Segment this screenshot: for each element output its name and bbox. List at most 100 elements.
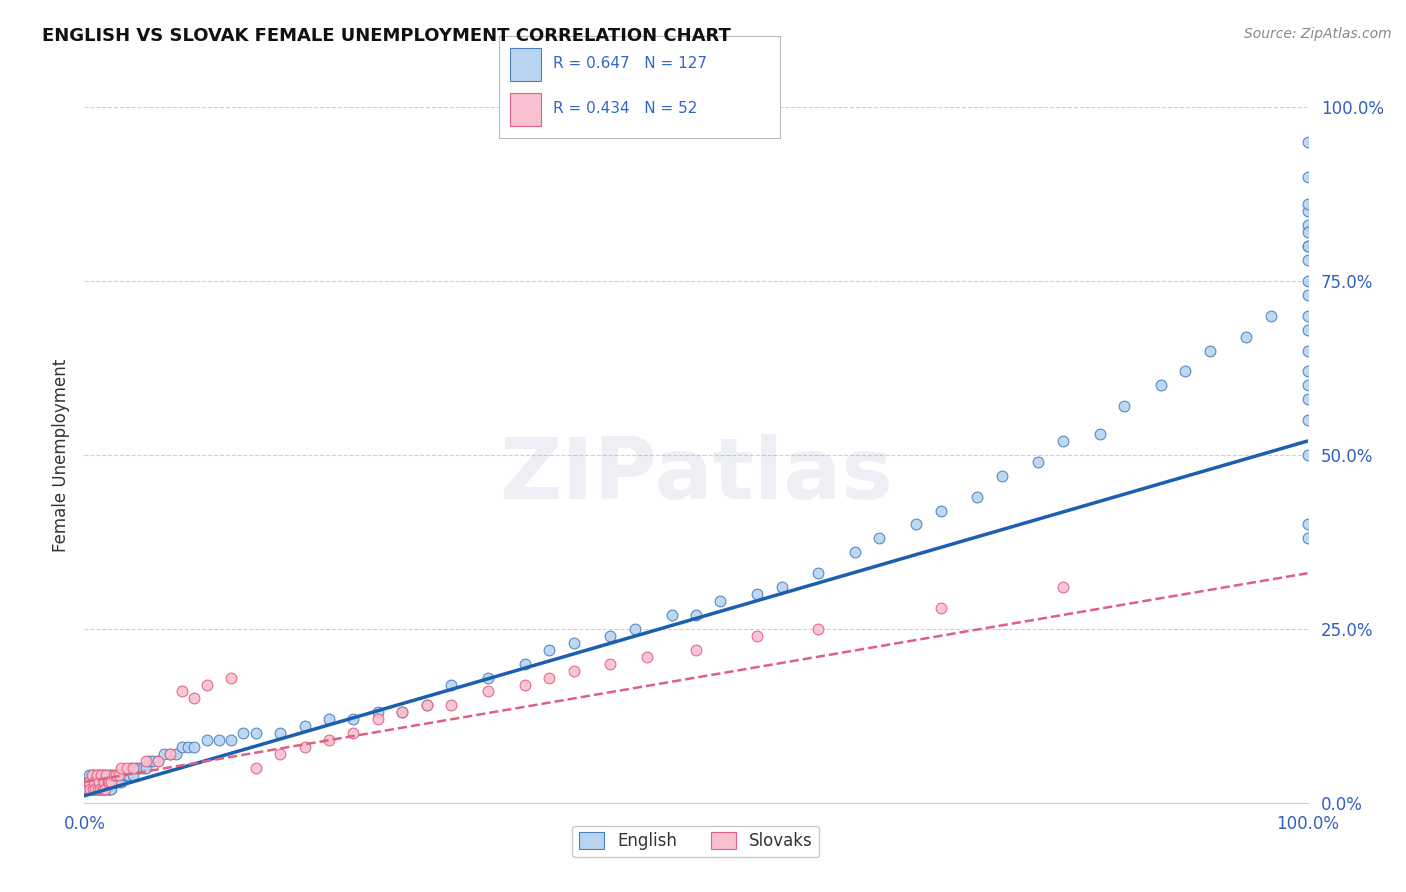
Point	[1052, 580, 1074, 594]
Point	[245, 726, 267, 740]
Point	[172, 740, 194, 755]
Point	[440, 698, 463, 713]
Point	[86, 781, 108, 796]
Point	[929, 503, 952, 517]
Point	[77, 768, 100, 782]
Point	[83, 775, 105, 789]
Point	[93, 775, 115, 789]
Y-axis label: Female Unemployment: Female Unemployment	[52, 359, 70, 551]
Point	[685, 642, 707, 657]
Point	[86, 768, 108, 782]
Point	[84, 781, 107, 796]
Point	[120, 761, 142, 775]
Point	[1296, 204, 1319, 219]
Point	[86, 775, 108, 789]
Point	[1296, 364, 1319, 378]
Point	[80, 781, 103, 796]
Point	[367, 712, 389, 726]
Point	[294, 740, 316, 755]
Point	[747, 587, 769, 601]
Point	[183, 740, 205, 755]
Point	[79, 781, 101, 796]
Point	[80, 768, 103, 782]
Point	[807, 566, 830, 581]
Point	[416, 698, 439, 713]
Point	[83, 768, 105, 782]
Point	[117, 768, 139, 782]
Point	[513, 677, 536, 691]
Point	[477, 671, 499, 685]
Point	[87, 768, 110, 782]
Point	[122, 761, 145, 775]
Point	[177, 740, 200, 755]
Point	[159, 747, 181, 761]
Point	[342, 726, 364, 740]
Point	[98, 781, 121, 796]
Point	[84, 775, 107, 789]
Text: Source: ZipAtlas.com: Source: ZipAtlas.com	[1244, 27, 1392, 41]
Point	[1296, 219, 1319, 233]
Point	[195, 677, 218, 691]
Point	[1296, 413, 1319, 427]
Point	[79, 775, 101, 789]
Point	[1296, 343, 1319, 358]
Point	[318, 733, 340, 747]
Point	[391, 706, 413, 720]
Point	[104, 775, 127, 789]
Bar	[510, 48, 541, 81]
Point	[107, 768, 129, 782]
Point	[538, 642, 561, 657]
Point	[146, 754, 169, 768]
Point	[103, 775, 125, 789]
Text: ENGLISH VS SLOVAK FEMALE UNEMPLOYMENT CORRELATION CHART: ENGLISH VS SLOVAK FEMALE UNEMPLOYMENT CO…	[42, 27, 731, 45]
Point	[100, 768, 122, 782]
Point	[93, 768, 115, 782]
Point	[80, 768, 103, 782]
Legend: English, Slovaks: English, Slovaks	[572, 826, 820, 857]
Point	[1052, 434, 1074, 448]
Point	[770, 580, 793, 594]
Point	[661, 607, 683, 622]
Point	[82, 781, 104, 796]
Point	[112, 768, 135, 782]
Point	[1234, 329, 1257, 343]
Point	[135, 754, 157, 768]
Point	[685, 607, 707, 622]
Point	[82, 775, 104, 789]
Point	[138, 754, 160, 768]
Text: R = 0.647   N = 127: R = 0.647 N = 127	[553, 56, 707, 70]
Point	[219, 671, 242, 685]
Point	[97, 775, 120, 789]
Point	[1296, 517, 1319, 532]
Point	[97, 768, 120, 782]
Point	[636, 649, 658, 664]
Text: ZIPatlas: ZIPatlas	[499, 434, 893, 517]
Point	[1114, 399, 1136, 413]
Point	[294, 719, 316, 733]
Point	[562, 664, 585, 678]
Point	[90, 768, 112, 782]
Point	[1028, 455, 1050, 469]
Point	[1296, 323, 1319, 337]
Point	[416, 698, 439, 713]
Point	[869, 532, 891, 546]
Point	[1296, 288, 1319, 302]
Point	[990, 468, 1012, 483]
Point	[87, 775, 110, 789]
Point	[93, 781, 115, 796]
Point	[105, 775, 128, 789]
Point	[391, 706, 413, 720]
Point	[110, 775, 132, 789]
Point	[103, 768, 125, 782]
Point	[245, 761, 267, 775]
Bar	[510, 93, 541, 126]
Point	[538, 671, 561, 685]
Point	[96, 768, 118, 782]
Point	[440, 677, 463, 691]
Point	[513, 657, 536, 671]
Point	[77, 775, 100, 789]
Point	[105, 768, 128, 782]
Point	[1296, 239, 1319, 253]
Point	[90, 768, 112, 782]
Point	[1296, 169, 1319, 184]
